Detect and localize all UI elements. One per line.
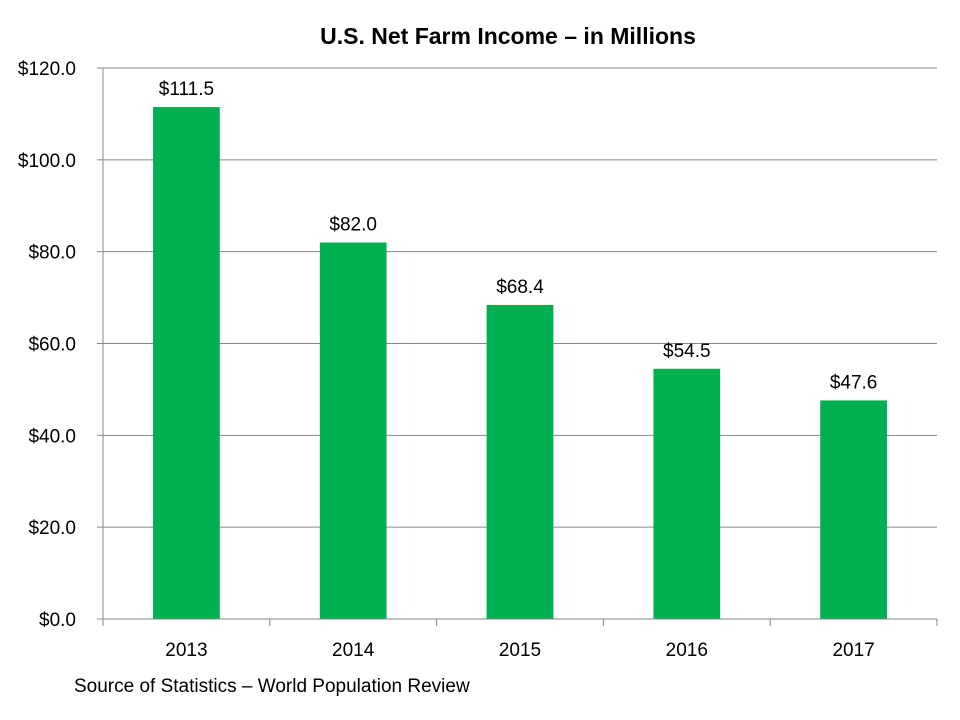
bar (820, 400, 887, 619)
y-tick-label: $60.0 (28, 335, 76, 356)
bar (153, 107, 220, 619)
x-tick-label: 2013 (165, 640, 207, 661)
y-tick-label: $0.0 (39, 610, 76, 631)
y-tick-label: $20.0 (28, 518, 76, 539)
data-label: $82.0 (329, 214, 377, 235)
data-labels: $111.5 $82.0 $68.4 $54.5 $47.6 (159, 79, 878, 393)
x-tick-label: 2015 (499, 640, 541, 661)
bar (486, 304, 554, 619)
x-tick-label: 2016 (666, 640, 708, 661)
data-label: $68.4 (496, 277, 544, 298)
x-axis-tick-labels: 2013 2014 2015 2016 2017 (165, 640, 874, 661)
y-axis-tick-labels: $0.0 $20.0 $40.0 $60.0 $80.0 $100.0 $120.0 (18, 59, 76, 631)
chart-title: U.S. Net Farm Income – in Millions (320, 23, 696, 49)
y-tick-label: $100.0 (18, 151, 76, 172)
y-tick-label: $80.0 (28, 243, 76, 264)
y-tick-label: $40.0 (28, 426, 76, 447)
data-label: $111.5 (159, 79, 214, 100)
axes (97, 67, 938, 626)
source-note: Source of Statistics – World Population … (74, 676, 470, 697)
bar (319, 242, 387, 619)
bars (153, 107, 887, 619)
x-tick-label: 2014 (332, 640, 375, 661)
data-label: $54.5 (663, 341, 711, 362)
bar (653, 368, 721, 619)
y-tick-label: $120.0 (18, 59, 76, 80)
x-tick-label: 2017 (832, 640, 874, 661)
data-label: $47.6 (830, 372, 878, 393)
